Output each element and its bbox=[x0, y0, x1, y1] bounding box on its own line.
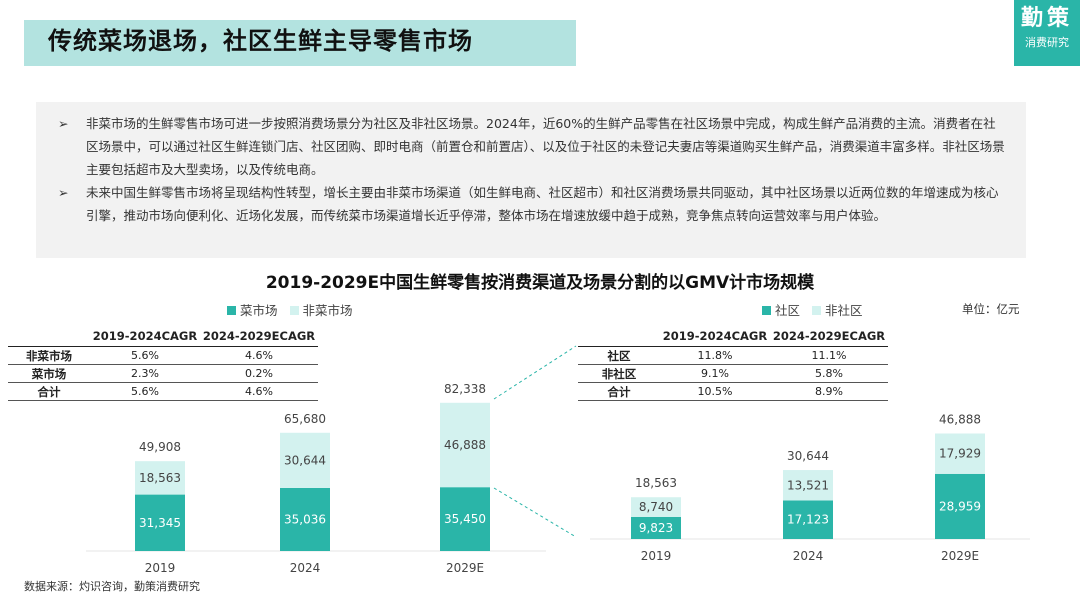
cagr-row-label: 社区 bbox=[578, 346, 660, 365]
cagr-cell: 9.1% bbox=[660, 364, 770, 383]
bullet-text: 未来中国生鲜零售市场将呈现结构性转型，增长主要由非菜市场渠道（如生鲜电商、社区超… bbox=[86, 185, 999, 223]
total-label: 49,908 bbox=[139, 440, 181, 454]
unit-label: 单位：亿元 bbox=[962, 302, 1020, 316]
table-row: 非社区 9.1% 5.8% bbox=[578, 364, 888, 383]
cagr-header: 2024-2029ECAGR bbox=[770, 326, 888, 347]
chart-left-bars: 31,345 18,563 49,908 2019 35,036 30,644 65,680… bbox=[135, 382, 490, 575]
arrow-bullet-icon: ➢ bbox=[58, 116, 69, 131]
data-label: 17,123 bbox=[787, 513, 829, 527]
bar-segment-菜市场 bbox=[280, 487, 330, 551]
total-label: 46,888 bbox=[939, 413, 981, 427]
cagr-header: 2019-2024CAGR bbox=[660, 326, 770, 347]
x-tick-label: 2024 bbox=[793, 549, 824, 563]
data-label: 9,823 bbox=[639, 521, 673, 535]
chart-right-bars: 9,823 8,740 18,563 2019 17,123 13,521 30,644 20… bbox=[631, 413, 985, 563]
title-bar bbox=[24, 20, 576, 66]
data-label: 17,929 bbox=[939, 447, 981, 461]
data-source: 数据来源：灼识咨询，勤策消费研究 bbox=[24, 580, 200, 593]
legend-right: 社区 非社区 bbox=[762, 300, 863, 319]
brand-logo: 勤策 消费研究 bbox=[1014, 0, 1080, 66]
cagr-cell: 10.5% bbox=[660, 382, 770, 401]
legend-label: 菜市场 bbox=[240, 303, 278, 318]
bar-segment-社区 bbox=[935, 473, 985, 539]
total-label: 82,338 bbox=[444, 382, 486, 396]
total-label: 30,644 bbox=[787, 449, 829, 463]
legend-label: 非菜市场 bbox=[302, 303, 353, 318]
data-label: 35,036 bbox=[284, 512, 326, 526]
legend-swatch-dark bbox=[227, 306, 236, 315]
x-tick-label: 2029E bbox=[446, 561, 484, 575]
x-tick-label: 2024 bbox=[290, 561, 321, 575]
data-label: 13,521 bbox=[787, 478, 829, 492]
x-tick-label: 2029E bbox=[941, 549, 979, 563]
legend-swatch-light bbox=[812, 306, 821, 315]
cagr-cell: 5.6% bbox=[90, 346, 200, 365]
data-label: 28,959 bbox=[939, 499, 981, 513]
legend-swatch-dark bbox=[762, 306, 771, 315]
cagr-cell: 5.6% bbox=[90, 382, 200, 401]
bar-segment-非社区 bbox=[935, 433, 985, 474]
bar-segment-社区 bbox=[783, 500, 833, 539]
table-row: 社区 11.8% 11.1% bbox=[578, 346, 888, 365]
legend-swatch-light bbox=[289, 306, 299, 315]
summary-box: ➢ 非菜市场的生鲜零售市场可进一步按照消费场景分为社区及非社区场景。2024年，… bbox=[36, 102, 1026, 258]
cagr-row-label: 非社区 bbox=[578, 364, 660, 383]
cagr-cell: 5.8% bbox=[770, 364, 888, 383]
bar-segment-非菜市场 bbox=[280, 432, 330, 488]
cagr-cell: 8.9% bbox=[770, 382, 888, 401]
table-row: 菜市场 2.3% 0.2% bbox=[8, 364, 318, 383]
legend-label: 非社区 bbox=[825, 303, 863, 318]
connector-line-bottom bbox=[493, 487, 577, 538]
cagr-header: 2024-2029ECAGR bbox=[200, 326, 318, 347]
cagr-cell: 4.6% bbox=[200, 382, 318, 401]
data-label: 31,345 bbox=[139, 516, 181, 530]
bar-segment-非菜市场 bbox=[440, 402, 490, 488]
chart-title: 2019-2029E中国生鲜零售按消费渠道及场景分割的以GMV计市场规模 bbox=[265, 273, 815, 293]
summary-bullet-1: ➢ 非菜市场的生鲜零售市场可进一步按照消费场景分为社区及非社区场景。2024年，… bbox=[58, 112, 1008, 181]
cagr-cell: 11.1% bbox=[770, 346, 888, 365]
bar-segment-非菜市场 bbox=[135, 461, 185, 495]
bar-segment-菜市场 bbox=[135, 494, 185, 551]
cagr-row-label: 合计 bbox=[8, 382, 90, 401]
table-row: 合计 5.6% 4.6% bbox=[8, 382, 318, 401]
cagr-header bbox=[8, 326, 90, 347]
data-label: 8,740 bbox=[639, 500, 673, 514]
x-tick-label: 2019 bbox=[145, 561, 176, 575]
table-row: 非菜市场 5.6% 4.6% bbox=[8, 346, 318, 365]
table-row: 合计 10.5% 8.9% bbox=[578, 382, 888, 401]
data-label: 30,644 bbox=[284, 453, 326, 467]
bar-segment-社区 bbox=[631, 516, 681, 539]
total-label: 18,563 bbox=[635, 476, 677, 490]
connector-line-top bbox=[493, 345, 577, 400]
bullet-text: 非菜市场的生鲜零售市场可进一步按照消费场景分为社区及非社区场景。2024年，近6… bbox=[86, 116, 1005, 177]
cagr-cell: 4.6% bbox=[200, 346, 318, 365]
cagr-table-right: 2019-2024CAGR 2024-2029ECAGR 社区 11.8% 11… bbox=[578, 326, 888, 401]
cagr-header: 2019-2024CAGR bbox=[90, 326, 200, 347]
zoom-connector-lines bbox=[493, 345, 577, 538]
cagr-cell: 2.3% bbox=[90, 364, 200, 383]
legend-label: 社区 bbox=[775, 303, 801, 318]
bar-segment-非社区 bbox=[783, 470, 833, 501]
data-label: 18,563 bbox=[139, 471, 181, 485]
summary-bullet-2: ➢ 未来中国生鲜零售市场将呈现结构性转型，增长主要由非菜市场渠道（如生鲜电商、社… bbox=[58, 181, 1008, 227]
cagr-cell: 0.2% bbox=[200, 364, 318, 383]
cagr-table-left: 2019-2024CAGR 2024-2029ECAGR 非菜市场 5.6% 4… bbox=[8, 326, 318, 401]
brand-name: 勤策 bbox=[1020, 6, 1073, 31]
data-label: 46,888 bbox=[444, 438, 486, 452]
cagr-row-label: 非菜市场 bbox=[8, 346, 90, 365]
cagr-cell: 11.8% bbox=[660, 346, 770, 365]
cagr-row-label: 菜市场 bbox=[8, 364, 90, 383]
page-title: 传统菜场退场，社区生鲜主导零售市场 bbox=[48, 27, 473, 55]
legend-left: 菜市场 非菜市场 bbox=[227, 300, 353, 319]
data-label: 35,450 bbox=[444, 512, 486, 526]
bar-segment-非社区 bbox=[631, 497, 681, 517]
arrow-bullet-icon: ➢ bbox=[58, 185, 69, 200]
brand-subtitle: 消费研究 bbox=[1025, 36, 1069, 49]
cagr-header bbox=[578, 326, 660, 347]
bar-segment-菜市场 bbox=[440, 487, 490, 551]
cagr-row-label: 合计 bbox=[578, 382, 660, 401]
x-tick-label: 2019 bbox=[641, 549, 672, 563]
total-label: 65,680 bbox=[284, 412, 326, 426]
